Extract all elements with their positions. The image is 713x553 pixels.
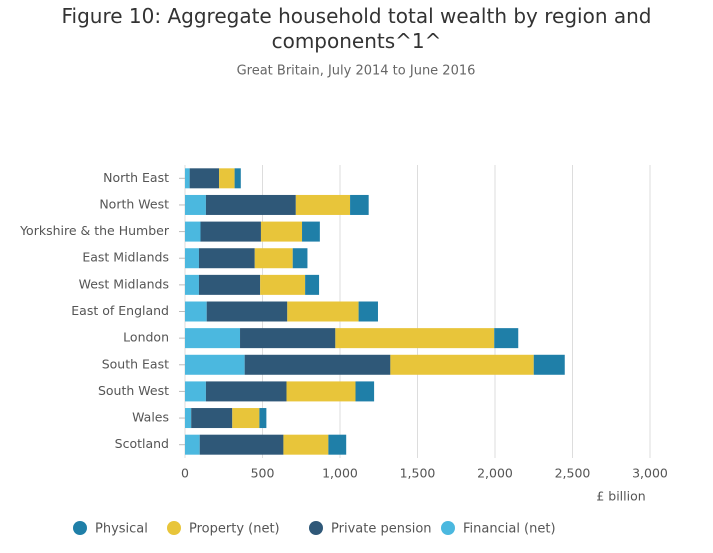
x-tick-label: 1,500 xyxy=(400,466,436,481)
legend-label: Private pension xyxy=(331,522,432,537)
y-tick-label: West Midlands xyxy=(79,276,169,291)
legend-swatch xyxy=(441,521,455,535)
bar-segment xyxy=(234,168,241,189)
y-tick-label: South West xyxy=(98,383,169,398)
bar-segment xyxy=(260,274,306,295)
legend-swatch xyxy=(167,521,181,535)
bar-segment xyxy=(358,301,378,322)
legend-swatch xyxy=(309,521,323,535)
bar-segment xyxy=(200,221,261,242)
y-tick-label: North West xyxy=(99,196,169,211)
bar-segment xyxy=(219,168,235,189)
x-tick-label: 0 xyxy=(181,466,189,481)
bar-segment xyxy=(283,434,329,455)
bar-segment xyxy=(292,248,308,269)
bar-segment xyxy=(185,221,201,242)
bar-segment xyxy=(335,328,495,349)
bar-segment xyxy=(244,354,391,375)
y-tick-label: East of England xyxy=(71,303,169,318)
bar-segment xyxy=(185,248,199,269)
y-tick-label: Scotland xyxy=(115,436,169,451)
bar-segment xyxy=(494,328,519,349)
legend-label: Property (net) xyxy=(189,522,280,537)
bar-segment xyxy=(232,408,260,429)
bar-segment xyxy=(206,301,288,322)
y-tick-label: London xyxy=(123,330,169,345)
bar-segment xyxy=(185,301,207,322)
bar-segment xyxy=(185,274,199,295)
bar-segment xyxy=(185,354,245,375)
y-tick-label: South East xyxy=(102,356,169,371)
bar-segment xyxy=(240,328,336,349)
x-tick-label: 2,500 xyxy=(555,466,591,481)
bar-segment xyxy=(390,354,534,375)
y-tick-label: North East xyxy=(103,170,169,185)
bar-segment xyxy=(185,381,206,402)
bar-segment xyxy=(198,274,261,295)
bar-segment xyxy=(191,408,233,429)
bar-segment xyxy=(328,434,347,455)
bar-segment xyxy=(350,194,369,215)
bar-segment xyxy=(355,381,375,402)
bar-segment xyxy=(287,301,359,322)
chart-title: Figure 10: Aggregate household total wea… xyxy=(61,4,652,53)
bar-segment xyxy=(185,434,200,455)
bar-segment xyxy=(533,354,565,375)
bar-segment xyxy=(305,274,320,295)
bar-segment xyxy=(286,381,356,402)
bar-segment xyxy=(185,328,241,349)
bar-segment xyxy=(302,221,320,242)
legend-swatch xyxy=(73,521,87,535)
y-tick-label: East Midlands xyxy=(82,250,169,265)
bar-segment xyxy=(259,408,267,429)
bar-segment xyxy=(199,434,284,455)
bar-segment xyxy=(185,194,206,215)
bar-segment xyxy=(260,221,303,242)
x-tick-label: 1,000 xyxy=(322,466,358,481)
bar-segment xyxy=(254,248,293,269)
legend-label: Financial (net) xyxy=(463,522,556,537)
bar-segment xyxy=(185,408,192,429)
bar-segment xyxy=(198,248,255,269)
y-tick-label: Yorkshire & the Humber xyxy=(19,223,170,238)
bar-segment xyxy=(295,194,351,215)
y-tick-label: Wales xyxy=(132,410,169,425)
chart-subtitle: Great Britain, July 2014 to June 2016 xyxy=(237,64,476,79)
x-axis-label: £ billion xyxy=(596,489,645,504)
x-tick-label: 3,000 xyxy=(632,466,668,481)
bar-segment xyxy=(189,168,220,189)
legend-label: Physical xyxy=(95,522,148,537)
bar-segment xyxy=(205,381,287,402)
x-tick-label: 2,000 xyxy=(477,466,513,481)
bar-segment xyxy=(205,194,296,215)
x-tick-label: 500 xyxy=(251,466,275,481)
bar-segment xyxy=(185,168,190,189)
